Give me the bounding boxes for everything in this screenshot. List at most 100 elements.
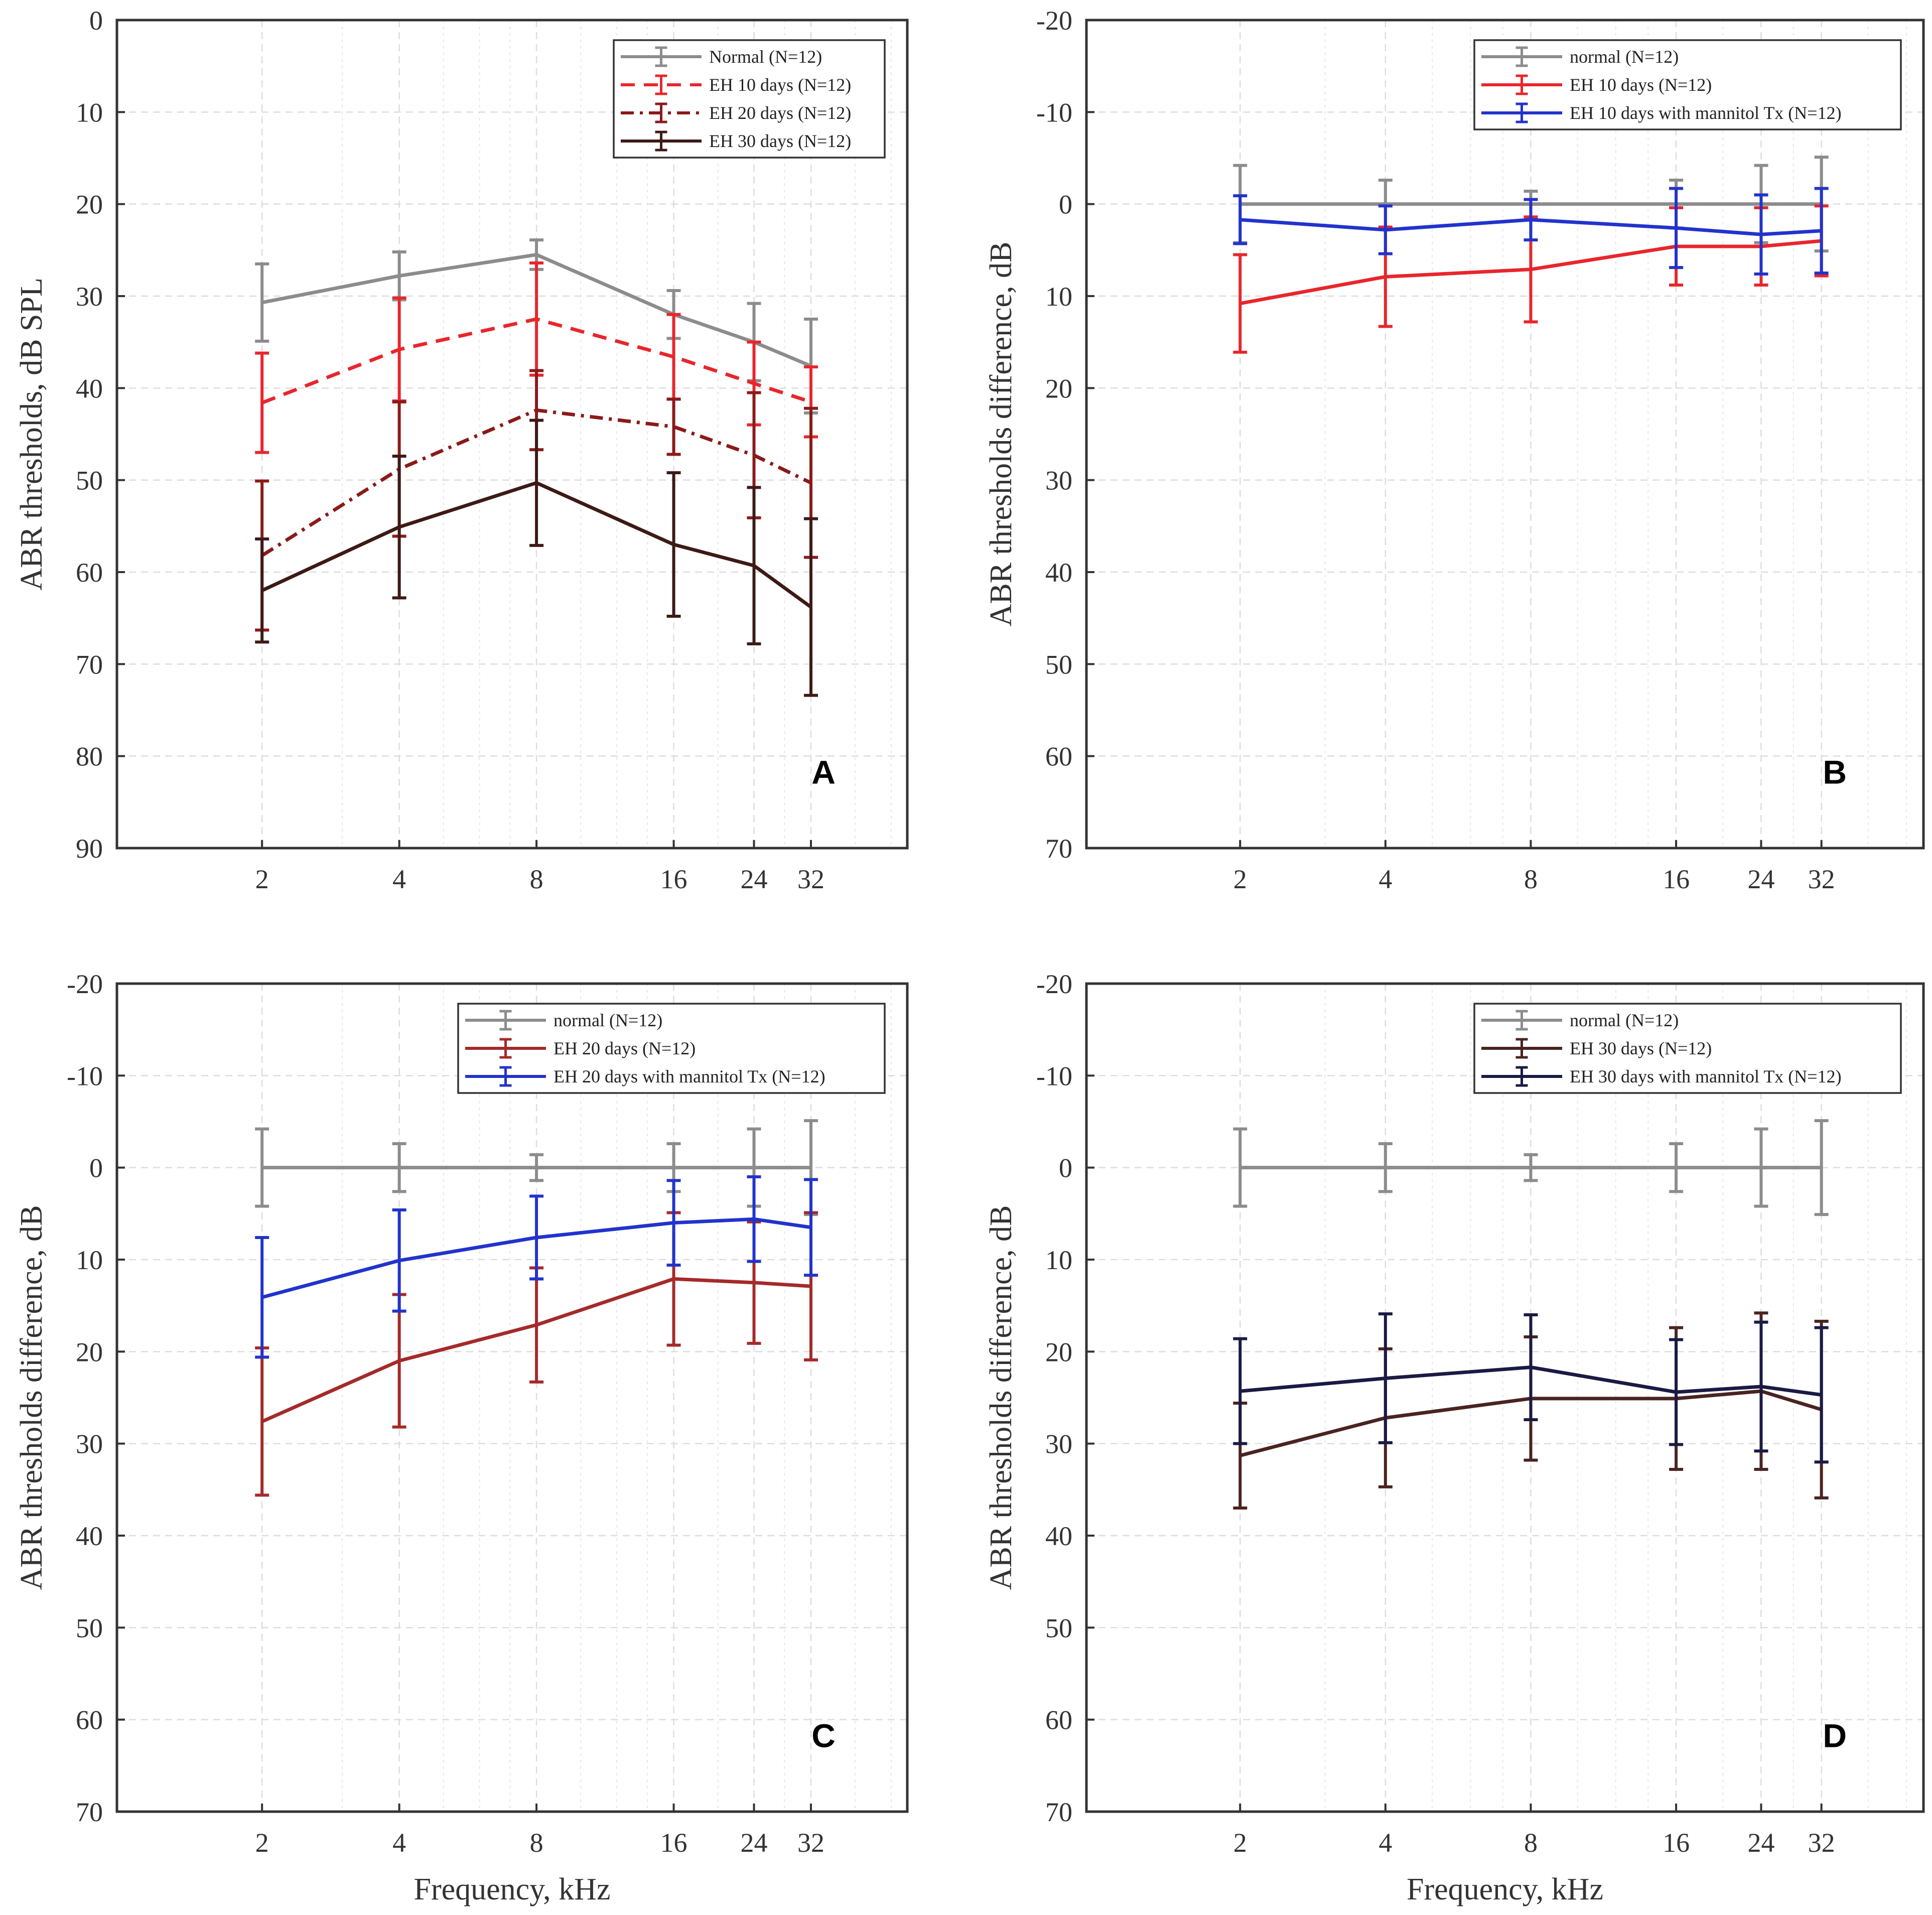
y-tick-label: 30 [76,1429,103,1459]
plot-frame [1085,19,1925,850]
y-tick-label: 50 [1045,649,1072,679]
y-tick-label: 50 [1045,1613,1072,1643]
x-tick-label: 32 [1808,864,1835,894]
y-tick-label: 40 [1045,1521,1072,1551]
x-tick-label: 32 [797,864,824,894]
x-tick-label: 8 [530,864,543,894]
y-tick-label: 40 [1045,558,1072,588]
y-tick-label: -10 [67,1061,103,1091]
x-tick-label: 16 [1663,864,1690,894]
y-tick-label: 60 [76,558,103,588]
y-axis-label: ABR thresholds, dB SPL [15,278,49,591]
y-tick-label: 10 [76,1245,103,1275]
y-tick-label: 60 [1045,1705,1072,1735]
legend-entry-label: EH 30 days (N=12) [1570,1038,1712,1058]
y-tick-label: 10 [1045,282,1072,312]
series-line [1239,239,1822,306]
y-tick-label: 70 [76,1797,103,1827]
y-tick-label: -20 [1036,969,1072,999]
x-tick-label: 24 [741,1828,768,1858]
y-tick-label: 10 [1045,1245,1072,1275]
x-tick-label: 24 [1747,1828,1774,1858]
y-tick-label: 30 [1045,466,1072,496]
y-tick-label: 0 [1059,190,1072,220]
legend-entry-label: normal (N=12) [554,1010,662,1030]
y-tick-label: -20 [1036,6,1072,36]
y-tick-label: 30 [76,282,103,312]
y-tick-label: 0 [89,6,103,36]
x-tick-label: 32 [1808,1828,1835,1858]
y-tick-label: 70 [1045,834,1072,864]
y-axis-label: ABR thresholds difference, dB [15,1205,49,1590]
series-line [1240,218,1822,236]
series-3 [255,1175,818,1359]
y-tick-label: 60 [1045,742,1072,772]
y-tick-label: 70 [1045,1797,1072,1827]
legend: Normal (N=12) EH 10 days (N=12) EH 20 days… [613,39,886,159]
panel-letter: B [1823,753,1847,790]
x-tick-label: 8 [1524,1828,1538,1858]
y-tick-label: 70 [76,649,103,679]
y-tick-label: 20 [1045,1337,1072,1367]
x-tick-label: 4 [392,1828,406,1858]
y-tick-label: 10 [76,97,103,127]
legend-entry-label: EH 20 days with mannitol Tx (N=12) [554,1066,825,1086]
series-3 [1233,187,1829,276]
legend-entry-label: normal (N=12) [1570,47,1679,67]
legend: normal (N=12) EH 10 days (N=12) EH 10 days… [1473,39,1902,130]
x-tick-label: 4 [1378,864,1392,894]
legend-box [613,39,886,159]
series-line [261,408,812,557]
x-tick-label: 2 [1233,1828,1247,1858]
legend-entry-label: EH 10 days (N=12) [709,75,851,95]
y-tick-label: -20 [67,969,103,999]
y-tick-label: 60 [76,1705,103,1735]
x-tick-label: 16 [660,864,687,894]
legend-entry-label: EH 10 days (N=12) [1570,75,1712,95]
x-tick-label: 32 [797,1828,824,1858]
x-tick-label: 8 [1524,864,1538,894]
x-tick-label: 24 [1747,864,1774,894]
y-tick-label: 20 [76,1337,103,1367]
panel-letter: D [1823,1717,1847,1754]
legend: normal (N=12) EH 30 days (N=12) EH 30 days… [1473,1003,1902,1094]
legend-entry-label: EH 30 days with mannitol Tx (N=12) [1570,1066,1842,1086]
series-line [261,317,812,404]
legend-entry-label: EH 20 days (N=12) [554,1038,696,1058]
plot-frame [1085,982,1925,1813]
x-tick-label: 2 [1233,864,1247,894]
y-tick-label: 30 [1045,1429,1072,1459]
series-1 [255,238,818,415]
x-axis-label: Frequency, kHz [414,1872,611,1906]
series-line [261,1277,811,1423]
series-1 [255,1119,818,1216]
y-tick-label: 0 [1059,1153,1072,1183]
plot-frame [115,19,909,850]
x-tick-label: 4 [392,864,406,894]
y-tick-label: 50 [76,466,103,496]
legend-entry-label: EH 30 days (N=12) [709,131,851,151]
series-3 [1233,1312,1829,1464]
legend-entry-label: normal (N=12) [1570,1010,1679,1030]
series-line [261,253,812,368]
y-tick-label: 50 [76,1613,103,1643]
y-tick-label: 90 [76,834,103,864]
plot-frame [115,982,909,1813]
legend-entry-label: Normal (N=12) [709,47,822,67]
legend: normal (N=12) EH 20 days (N=12) EH 20 days… [457,1003,886,1094]
panel-letter: A [811,753,836,790]
y-tick-label: 20 [1045,373,1072,403]
x-tick-label: 24 [741,864,768,894]
legend-entry-label: EH 10 days with mannitol Tx (N=12) [1570,103,1842,123]
y-tick-label: -10 [1036,1061,1072,1091]
y-tick-label: 20 [76,190,103,220]
series-2 [255,261,818,454]
y-tick-label: -10 [1036,97,1072,127]
legend-entry-label: EH 20 days (N=12) [709,103,851,123]
series-line [261,1217,811,1299]
x-tick-label: 8 [530,1828,543,1858]
